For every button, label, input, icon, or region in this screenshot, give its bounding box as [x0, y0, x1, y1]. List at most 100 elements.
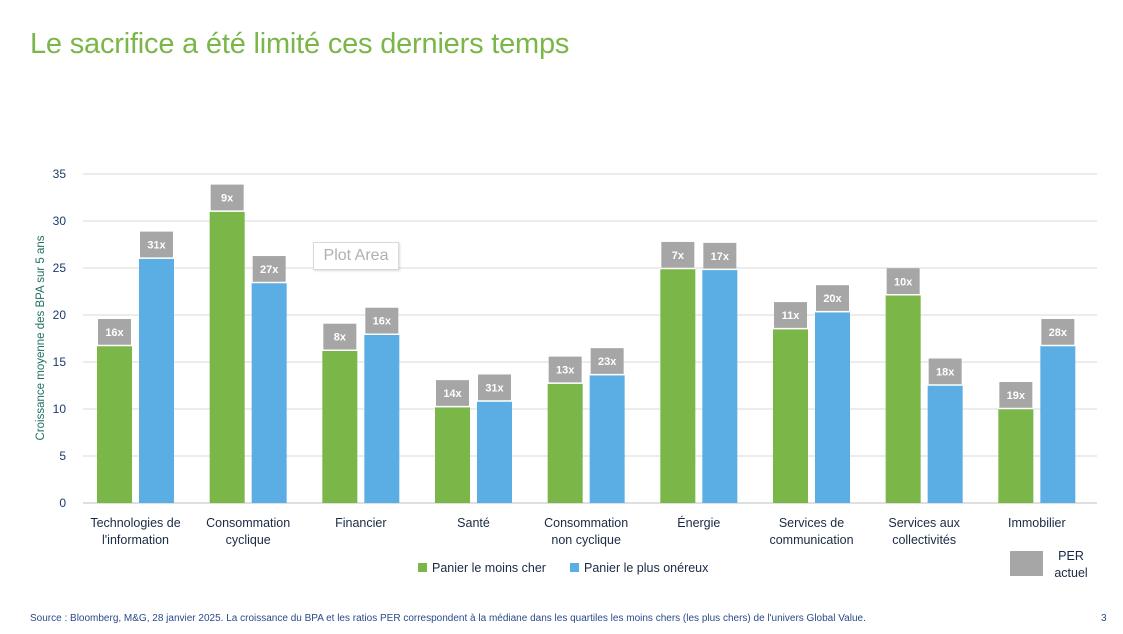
bars: 16x 31x 9x 27x 8x 16x 14x 31x 13x 23x 7x 17x 11x 20x 1… [97, 184, 1076, 503]
per-label: 13x [556, 365, 575, 377]
y-tick-label: 30 [53, 214, 67, 228]
x-category-label: Services aux [888, 516, 960, 530]
bar-cheapest [773, 329, 808, 503]
bar-group: 18x [927, 358, 963, 503]
x-category-label: cyclique [226, 533, 271, 547]
bar-group: 9x [209, 184, 245, 503]
y-tick-label: 15 [53, 355, 67, 369]
bar-most-expensive [702, 269, 738, 503]
bar-most-expensive [589, 375, 625, 503]
bar-cheapest [547, 383, 583, 503]
y-axis-ticks: 0 5 10 15 20 25 30 35 [53, 167, 67, 510]
bar-group: 19x [998, 382, 1034, 503]
per-label-box [886, 268, 920, 295]
per-label: 16x [373, 316, 392, 328]
bar-most-expensive [251, 283, 287, 503]
x-category-label: collectivités [892, 533, 956, 547]
per-label-box [98, 319, 131, 346]
per-label: 18x [936, 367, 955, 379]
per-label: 14x [443, 388, 462, 400]
per-label: 7x [672, 250, 685, 262]
x-category-label: Santé [457, 516, 490, 530]
bar-cheapest [885, 295, 921, 503]
per-label-box [140, 231, 173, 258]
bar-group: 16x [364, 307, 400, 503]
x-axis-labels: Technologies de l'information Consommation… [90, 515, 1065, 547]
per-label-box [436, 380, 469, 407]
bar-group: 13x [547, 356, 583, 503]
bar-most-expensive [1040, 346, 1076, 503]
per-label-box [1041, 319, 1075, 346]
bar-group: 10x [885, 268, 921, 503]
per-label: 20x [823, 293, 842, 305]
bar-most-expensive [815, 312, 850, 503]
per-label: 31x [485, 382, 504, 394]
legend-cheapest-label: Panier le moins cher [432, 561, 546, 575]
bar-cheapest [209, 211, 245, 503]
per-label-box [999, 382, 1033, 408]
y-tick-label: 5 [59, 449, 66, 463]
legend-most-expensive-label: Panier le plus onéreux [584, 561, 709, 575]
bar-most-expensive [477, 401, 512, 503]
per-label: 31x [147, 240, 166, 252]
y-tick-label: 35 [53, 167, 67, 181]
plot-area-tooltip: Plot Area [313, 242, 399, 270]
per-label: 9x [221, 193, 234, 205]
legend-cheapest-swatch [418, 563, 427, 572]
y-tick-label: 0 [59, 496, 66, 510]
x-category-label: Technologies de [90, 516, 180, 530]
bar-group: 31x [139, 231, 174, 503]
per-label-box [323, 323, 357, 350]
per-label: 8x [334, 332, 347, 344]
bar-most-expensive [927, 385, 963, 503]
per-label-box [928, 358, 962, 385]
x-category-label: Financier [335, 516, 386, 530]
per-label-box [252, 256, 286, 283]
bar-group: 17x [702, 242, 738, 503]
x-category-label: Services de [779, 516, 844, 530]
bar-group: 31x [477, 374, 512, 503]
x-category-label: Consommation [206, 516, 290, 530]
per-label-box [661, 241, 695, 268]
bar-group: 11x [773, 302, 808, 503]
per-label: 16x [105, 327, 124, 339]
legend-most-expensive-swatch [570, 563, 579, 572]
source-footnote: Source : Bloomberg, M&G, 28 janvier 2025… [30, 613, 866, 624]
bar-group: 20x [815, 285, 850, 503]
bar-cheapest [998, 409, 1034, 503]
per-label-box [478, 374, 511, 401]
per-label-box [703, 242, 737, 269]
chart-title: Le sacrifice a été limité ces derniers t… [30, 28, 570, 60]
bar-group: 14x [435, 380, 470, 503]
per-label-box [548, 356, 582, 383]
legend-per-label: PER [1058, 549, 1084, 563]
bar-group: 7x [660, 241, 696, 503]
per-label: 10x [894, 276, 913, 288]
y-tick-label: 20 [53, 308, 67, 322]
per-label-box [365, 307, 399, 334]
y-axis-label: Croissance moyenne des BPA sur 5 ans [35, 235, 47, 440]
x-category-label: Consommation [544, 516, 628, 530]
x-category-label: Énergie [677, 515, 720, 530]
per-label: 27x [260, 264, 279, 276]
y-tick-label: 25 [53, 261, 67, 275]
per-label: 11x [782, 310, 801, 322]
bar-cheapest [435, 407, 470, 503]
per-label-box [816, 285, 849, 312]
bar-group: 28x [1040, 319, 1076, 503]
x-category-label: Immobilier [1008, 516, 1066, 530]
per-label: 23x [598, 356, 617, 368]
per-label: 19x [1007, 390, 1026, 402]
bar-group: 8x [322, 323, 358, 503]
bar-group: 27x [251, 256, 287, 503]
x-category-label: non cyclique [551, 533, 621, 547]
per-label-box [590, 348, 624, 375]
bar-chart: 0 5 10 15 20 25 30 35 Croissance moyenne des BP… [35, 167, 1097, 580]
per-label-box [774, 302, 807, 329]
per-label-box [210, 184, 244, 211]
x-category-label: l'information [102, 533, 169, 547]
bar-cheapest [322, 350, 358, 503]
bar-most-expensive [139, 258, 174, 503]
page-number: 3 [1101, 613, 1107, 624]
per-label: 28x [1049, 327, 1068, 339]
